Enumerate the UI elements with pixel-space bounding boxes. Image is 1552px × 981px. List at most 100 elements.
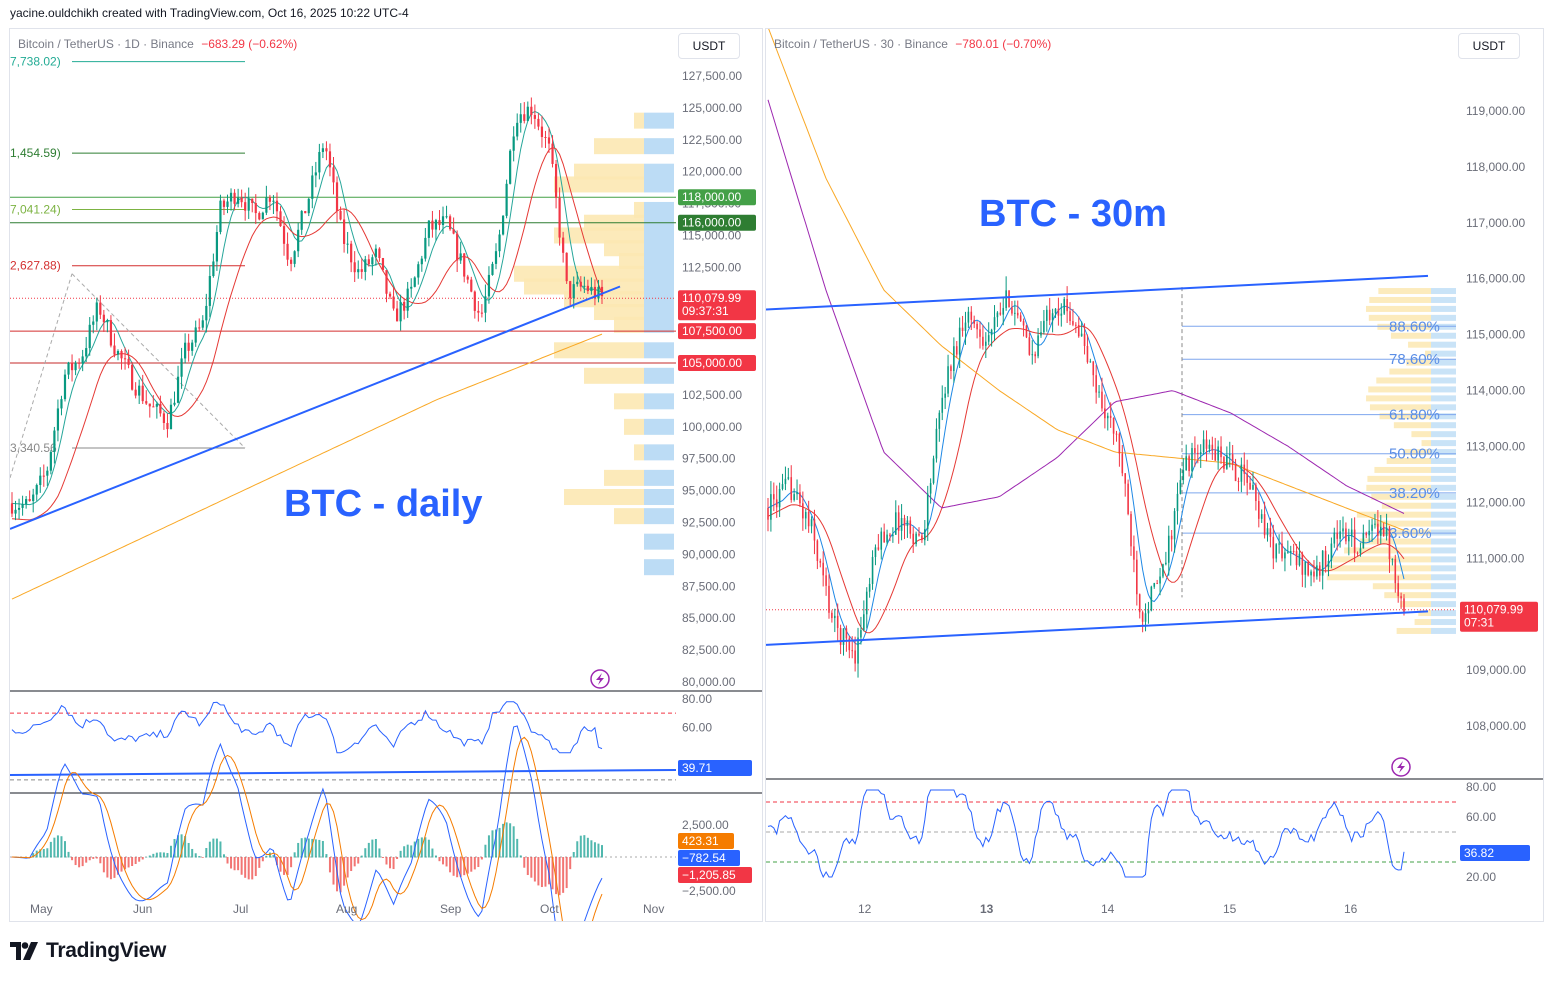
daily-currency-button[interactable]: USDT xyxy=(678,33,740,59)
intraday-candle xyxy=(967,311,970,323)
intraday-candle xyxy=(1263,514,1266,536)
macd-histogram-bar xyxy=(177,835,180,858)
intraday-candle xyxy=(924,529,926,541)
volume-profile-bar-blue xyxy=(1431,386,1456,393)
intraday-candle xyxy=(1368,530,1370,536)
daily-candle xyxy=(332,167,335,183)
daily-candle xyxy=(42,475,45,477)
daily-candle xyxy=(74,362,77,371)
intraday-candle xyxy=(961,327,964,331)
time-axis-label: 12 xyxy=(858,902,872,916)
intraday-candle xyxy=(1301,553,1304,575)
intraday-candle xyxy=(1185,456,1187,471)
intraday-candle xyxy=(1014,312,1016,314)
daily-candle xyxy=(70,362,74,371)
time-axis-label: Nov xyxy=(643,902,664,916)
daily-candle xyxy=(350,243,353,263)
volume-profile-bar xyxy=(1381,502,1431,509)
daily-candle xyxy=(282,226,286,244)
intraday-candle xyxy=(1045,309,1048,321)
macd-histogram-bar xyxy=(410,845,413,858)
daily-candle xyxy=(558,197,561,238)
intraday-candle xyxy=(889,534,891,537)
intraday-candle xyxy=(926,493,929,530)
intraday-currency-button[interactable]: USDT xyxy=(1458,33,1520,59)
daily-candle xyxy=(540,126,544,137)
daily-candle xyxy=(406,288,409,311)
fib-extension-label: 2,627.88) xyxy=(10,259,61,273)
intraday-candle xyxy=(1231,454,1234,465)
intraday-chart-canvas[interactable]: 88.60% 78.60% 61.80% 50.00% 38.20% 3.60% BTC -… xyxy=(766,29,1543,921)
macd-histogram-bar xyxy=(46,848,49,858)
daily-candle xyxy=(53,430,56,453)
macd-histogram-bar xyxy=(141,857,144,860)
intraday-candle xyxy=(1106,415,1109,419)
intraday-candle xyxy=(990,329,993,336)
intraday-candle xyxy=(845,628,848,639)
intraday-candle xyxy=(1394,558,1397,584)
intraday-candle xyxy=(1249,482,1251,490)
fib-guide-line xyxy=(10,273,73,479)
volume-profile-bar-blue xyxy=(644,291,674,308)
daily-candle xyxy=(420,258,423,265)
volume-profile-bar xyxy=(1425,350,1431,357)
daily-candle xyxy=(357,269,360,273)
intraday-candle xyxy=(915,533,917,545)
macd-histogram-bar xyxy=(265,855,268,858)
price-axis-label: 92,500.00 xyxy=(682,516,736,530)
daily-candle xyxy=(374,248,377,258)
daily-candle xyxy=(300,211,303,230)
intraday-candle xyxy=(1130,514,1132,547)
daily-candle xyxy=(265,197,268,213)
daily-candle xyxy=(10,503,14,514)
intraday-chart-panel[interactable]: 88.60% 78.60% 61.80% 50.00% 38.20% 3.60% BTC -… xyxy=(765,28,1544,922)
macd-histogram-bar xyxy=(548,857,551,885)
lightning-bolt-icon xyxy=(1397,761,1405,773)
price-axis-label: 90,000.00 xyxy=(682,547,736,561)
volume-profile-bar xyxy=(1372,583,1431,590)
intraday-candle xyxy=(1095,375,1097,393)
daily-candle xyxy=(403,301,406,311)
daily-candle xyxy=(586,285,589,292)
macd-histogram-bar xyxy=(275,857,278,866)
intraday-candle xyxy=(1260,514,1263,519)
volume-profile-bar xyxy=(1384,592,1431,599)
daily-candle xyxy=(233,192,236,204)
daily-chart-panel[interactable]: 7,738.02) 1,454.59) 7,041.24) 2,627.88) 3,34… xyxy=(9,28,763,922)
fib-extension-label: 3,340.56 xyxy=(10,441,57,455)
intraday-candle xyxy=(1101,391,1103,409)
intraday-candle xyxy=(1118,433,1121,454)
intraday-candle xyxy=(787,477,790,479)
rsi-axis-label: 60.00 xyxy=(682,720,712,734)
intraday-candle xyxy=(1150,586,1153,611)
macd-histogram-bar xyxy=(487,835,490,858)
intraday-candle xyxy=(1191,448,1193,472)
macd-histogram-bar xyxy=(509,823,512,858)
daily-chart-canvas[interactable]: 7,738.02) 1,454.59) 7,041.24) 2,627.88) 3,34… xyxy=(10,29,762,921)
intraday-candle xyxy=(860,630,862,638)
macd-histogram-bar xyxy=(389,857,392,869)
volume-profile-bar-blue xyxy=(644,252,674,269)
volume-profile-bar-blue xyxy=(1431,538,1456,545)
volume-profile-bar xyxy=(1326,565,1431,572)
daily-candle xyxy=(237,197,240,204)
intraday-candle xyxy=(1156,583,1158,585)
volume-profile-bar xyxy=(1378,288,1431,295)
intraday-candle xyxy=(1031,354,1034,356)
fib-retracement-label: 3.60% xyxy=(1389,525,1432,542)
tradingview-footer[interactable]: TradingView xyxy=(10,938,166,964)
volume-profile-bar-blue xyxy=(1431,431,1456,438)
macd-histogram-bar xyxy=(180,834,183,858)
daily-chart-header: Bitcoin / TetherUS · 1D · Binance −683.2… xyxy=(18,37,297,51)
intraday-candle xyxy=(1371,524,1373,531)
intraday-candle xyxy=(886,534,888,543)
intraday-candle xyxy=(1214,450,1217,461)
macd-histogram-bar xyxy=(247,857,250,880)
intraday-candle xyxy=(1266,528,1269,536)
daily-candle xyxy=(99,302,102,315)
price-axis-label: 114,000.00 xyxy=(1466,384,1525,398)
macd-histogram-bar xyxy=(71,857,74,861)
volume-profile-bar xyxy=(1367,475,1431,482)
volume-profile-bar xyxy=(634,444,644,461)
intraday-candle xyxy=(1350,529,1353,537)
